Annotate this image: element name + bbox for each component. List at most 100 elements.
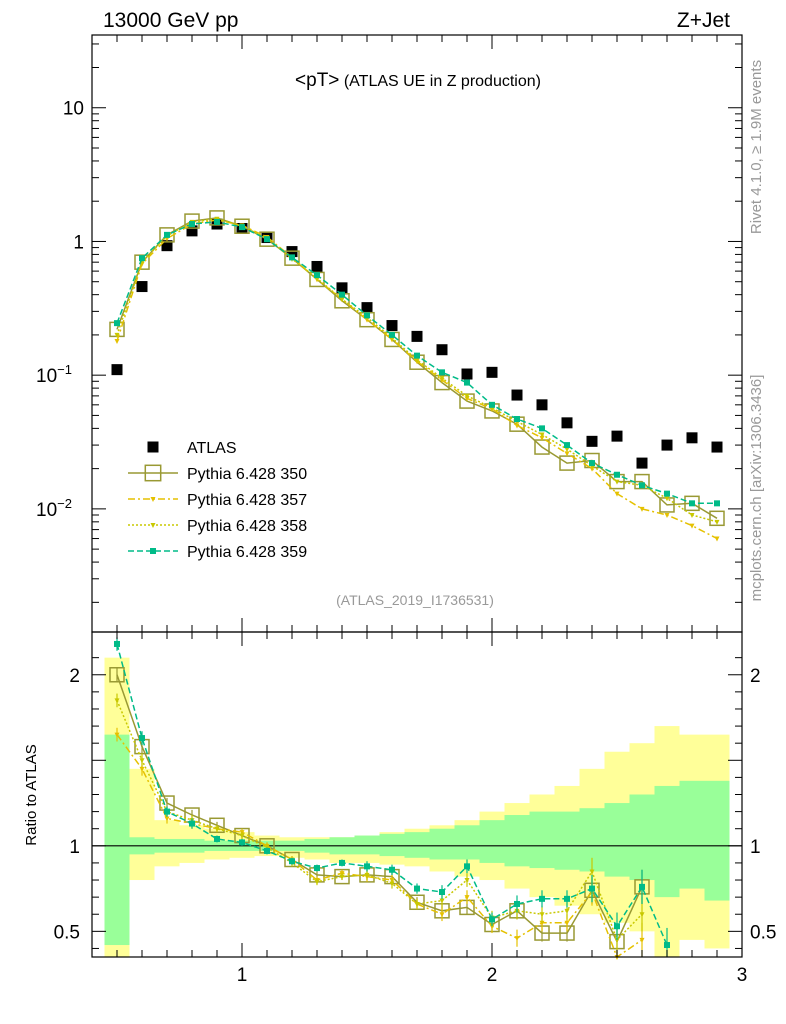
legend: ATLAS Pythia 6.428 350 Pythia 6.428 357 Pyt… (128, 440, 307, 561)
pythia-359-marker (289, 254, 295, 261)
pythia-359-marker (714, 500, 720, 507)
legend-label: Pythia 6.428 350 (187, 466, 307, 483)
pythia-359-marker (664, 490, 670, 497)
pythia-358-marker (689, 512, 695, 518)
atlas-data-point (486, 366, 498, 378)
pythia-359-marker (364, 312, 370, 319)
pythia-359-marker (339, 859, 345, 866)
pythia-358-marker (389, 881, 395, 887)
pythia-357-marker (589, 466, 595, 472)
pythia-359-marker (564, 442, 570, 449)
pythia-358-marker (564, 908, 570, 914)
x-tick-label: 2 (487, 965, 498, 986)
legend-label: Pythia 6.428 358 (187, 518, 307, 535)
pythia-359-marker (239, 839, 245, 846)
y-tick-label: 1 (73, 232, 84, 253)
green-band-bin (704, 780, 730, 901)
pythia-359-marker (639, 482, 645, 489)
atlas-data-point (336, 282, 348, 294)
pythia-358-marker (614, 937, 620, 943)
mcplots-label: mcplots.cern.ch [arXiv:1306.3436] (748, 375, 765, 602)
pythia-357-marker (539, 920, 545, 926)
pythia-350-marker (109, 667, 125, 683)
pythia-350-marker (259, 231, 275, 247)
pythia-357-marker (150, 497, 156, 502)
ratio-series (109, 637, 670, 960)
pythia-359-marker (614, 471, 620, 478)
pythia-358-marker (139, 758, 145, 764)
y-tick-exponent: −1 (57, 362, 72, 377)
green-band-bin (404, 832, 430, 858)
atlas-data-point (136, 281, 148, 293)
atlas-data-point (686, 432, 698, 444)
y-tick-base: 10 (63, 99, 84, 120)
pythia-358-marker (314, 879, 320, 885)
pythia-359-marker (564, 895, 570, 902)
series-line (116, 219, 718, 540)
green-band-bin (479, 820, 505, 863)
pythia-358-marker (539, 912, 545, 918)
main-series-pythia-6-428-359 (114, 218, 720, 507)
green-band-bin (629, 794, 655, 881)
pythia-350-marker (209, 817, 225, 834)
pythia-359-marker (189, 820, 195, 827)
pythia-359-marker (314, 865, 320, 872)
pythia-359-marker (664, 942, 670, 949)
y-tick-label: 10 (63, 99, 84, 120)
pythia-359-marker (439, 369, 445, 376)
header-process-label: Z+Jet (677, 9, 730, 32)
ratio-series-pythia-6-428-358 (114, 693, 645, 954)
ratio-y-axis-label: Ratio to ATLAS (23, 744, 40, 845)
ratio-y-tick-label-right: 1 (750, 837, 761, 858)
header-energy-label: 13000 GeV pp (103, 9, 238, 32)
atlas-data-point (361, 302, 373, 314)
pythia-359-marker (389, 331, 395, 338)
pythia-359-marker (514, 900, 520, 907)
atlas-data-point (436, 344, 448, 356)
green-band-bin (604, 803, 630, 877)
pythia-359-marker (164, 231, 170, 238)
pythia-359-marker (264, 236, 270, 243)
ratio-line (116, 643, 668, 946)
atlas-data-point (461, 368, 473, 380)
y-tick-label: 10−2 (36, 496, 72, 521)
pythia-357-marker (564, 451, 570, 457)
pythia-357-marker (464, 895, 470, 901)
rivet-version-label: Rivet 4.1.0, ≥ 1.9M events (748, 60, 765, 234)
green-band-bin (679, 780, 705, 889)
title-sub: (ATLAS UE in Z production) (339, 73, 541, 90)
pythia-357-marker (564, 920, 570, 926)
pythia-350-marker (284, 250, 300, 266)
y-tick-base: 1 (73, 232, 84, 253)
atlas-data-point (161, 240, 173, 252)
pythia-359-marker (289, 858, 295, 865)
pythia-359-marker (364, 863, 370, 870)
atlas-data-point (186, 225, 198, 237)
pythia-358-marker (414, 357, 420, 363)
pythia-358-marker (564, 447, 570, 453)
pythia-359-marker (189, 221, 195, 228)
pythia-357-marker (614, 491, 620, 497)
pythia-357-marker (639, 506, 645, 512)
green-band-bin (379, 833, 405, 857)
green-band-bin (554, 811, 580, 870)
pythia-359-marker (314, 272, 320, 279)
pythia-359-marker (589, 885, 595, 892)
pythia-358-marker (339, 874, 345, 880)
pythia-357-marker (114, 732, 120, 738)
pythia-350-marker (144, 464, 162, 482)
ratio-line (116, 734, 643, 959)
pythia-358-marker (414, 901, 420, 907)
pythia-359-marker (539, 895, 545, 902)
atlas-data-point (661, 439, 673, 451)
x-tick-label: 3 (737, 965, 748, 986)
ratio-y-tick-label: 2 (69, 666, 80, 687)
pythia-359-marker (164, 808, 170, 815)
plot-title: <pT> (ATLAS UE in Z production) (295, 70, 541, 91)
pythia-359-marker (139, 735, 145, 742)
atlas-data-point (147, 441, 159, 453)
pythia-350-marker (284, 851, 300, 868)
pythia-359-marker (689, 500, 695, 507)
